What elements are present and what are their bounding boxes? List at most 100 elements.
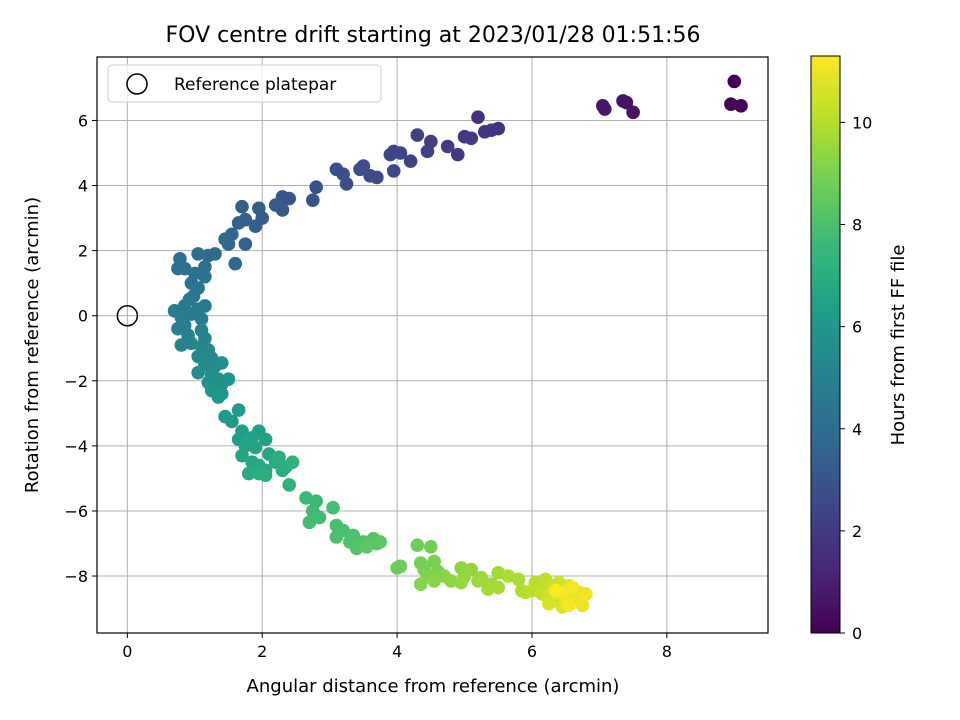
reference-point-marker: [116, 304, 139, 327]
data-point: [326, 500, 340, 515]
data-point: [403, 154, 418, 168]
colorbar: 0 2 4 6 8 10 Hours from first FF file: [810, 55, 909, 643]
y-tick-label: −4: [64, 437, 88, 456]
data-point: [373, 535, 388, 549]
data-point: [562, 598, 576, 613]
data-point: [616, 94, 630, 108]
data-point: [312, 510, 327, 525]
x-tick-label: 0: [122, 642, 132, 661]
data-point: [252, 466, 266, 481]
data-point: [231, 216, 246, 230]
colorbar-tick-label: 4: [852, 420, 862, 439]
data-point: [464, 131, 479, 146]
data-point: [171, 321, 185, 336]
data-point: [464, 562, 479, 577]
y-tick-label: 4: [78, 177, 88, 196]
y-tick-label: −8: [64, 567, 88, 586]
colorbar-label: Hours from first FF file: [888, 245, 909, 446]
colorbar-ticks: 0 2 4 6 8 10: [840, 113, 872, 643]
data-point: [201, 248, 216, 263]
data-point: [285, 455, 300, 469]
data-point: [359, 539, 374, 554]
data-point: [252, 201, 266, 216]
colorbar-tick-label: 2: [852, 522, 862, 541]
data-point: [225, 414, 239, 429]
data-point: [349, 541, 364, 556]
data-point: [440, 139, 455, 154]
colorbar-tick-label: 6: [852, 318, 862, 337]
data-point: [548, 583, 563, 598]
data-point: [393, 559, 408, 574]
data-point: [177, 261, 192, 276]
data-point: [542, 596, 556, 611]
data-point: [248, 219, 263, 234]
data-point: [424, 539, 438, 554]
colorbar-tick-label: 10: [852, 113, 872, 132]
data-point: [491, 580, 506, 595]
data-point: [450, 147, 465, 162]
data-point: [272, 450, 286, 465]
plot-frame: [96, 56, 769, 634]
data-point: [235, 448, 249, 463]
colorbar-gradient: [810, 55, 841, 634]
data-point: [268, 198, 283, 212]
y-tick-label: 0: [78, 307, 88, 326]
data-point: [305, 193, 320, 207]
colorbar-tick-label: 8: [852, 216, 862, 235]
data-point: [221, 372, 236, 386]
data-point: [258, 432, 273, 447]
data-point: [724, 97, 738, 111]
data-point: [383, 147, 398, 162]
data-point: [282, 478, 296, 492]
data-point: [727, 74, 742, 89]
y-tick-label: 6: [78, 111, 88, 130]
data-point: [309, 180, 323, 194]
x-axis-label: Angular distance from reference (arcmin): [247, 676, 620, 697]
data-point: [353, 162, 367, 177]
data-point: [481, 582, 495, 596]
data-point: [191, 365, 205, 380]
data-point: [410, 128, 425, 142]
data-point: [329, 162, 344, 177]
data-point: [194, 312, 209, 326]
data-point: [386, 164, 401, 178]
legend-box: [107, 64, 382, 103]
data-point: [511, 572, 526, 587]
data-point: [248, 440, 263, 455]
legend-marker-icon: [126, 73, 148, 95]
data-point: [626, 105, 640, 120]
data-point: [734, 99, 748, 113]
data-point: [420, 144, 435, 159]
data-point: [477, 125, 492, 139]
scatter-points: [167, 74, 748, 614]
data-point: [198, 260, 212, 274]
y-axis-label: Rotation from reference (arcmin): [22, 197, 43, 493]
data-point: [218, 232, 232, 247]
colorbar-tick-label: 0: [852, 624, 862, 643]
reference-marker: [116, 304, 139, 327]
y-axis-ticks: −8 −6 −4 −2 0 2 4 6: [64, 111, 97, 586]
data-point: [598, 102, 612, 116]
data-point: [191, 247, 205, 261]
chart-title: FOV centre drift starting at 2023/01/28 …: [166, 23, 701, 48]
data-point: [427, 574, 441, 588]
legend-label: Reference platepar: [174, 75, 336, 95]
data-point: [444, 574, 458, 588]
x-axis-ticks: 0 2 4 6 8: [122, 633, 672, 661]
data-point: [575, 598, 590, 613]
data-point: [302, 515, 317, 530]
x-tick-label: 8: [662, 642, 672, 661]
x-tick-label: 4: [392, 642, 402, 661]
data-point: [238, 237, 253, 251]
data-point: [211, 390, 226, 404]
data-point: [410, 538, 425, 552]
y-tick-label: 2: [78, 242, 88, 261]
legend: Reference platepar: [107, 64, 382, 103]
data-point: [174, 338, 189, 352]
y-tick-label: −6: [64, 502, 88, 521]
data-point: [363, 168, 377, 183]
data-point: [474, 570, 489, 585]
data-point: [235, 199, 249, 214]
data-point: [579, 587, 593, 601]
